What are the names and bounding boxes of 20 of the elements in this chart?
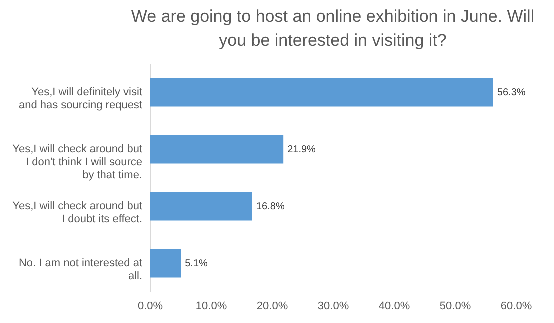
x-tick-label: 40.0% <box>378 300 410 312</box>
y-tick-label: Yes,I will check around but I don't think I will source by that time. <box>12 144 142 182</box>
data-label: 16.8% <box>256 202 285 212</box>
bar <box>150 249 182 278</box>
data-label: 56.3% <box>497 88 526 98</box>
data-label: 5.1% <box>185 258 208 270</box>
x-tick-label: 0.0% <box>138 300 164 312</box>
y-tick-label: Yes,I will check around but I doubt its effect. <box>12 200 142 226</box>
y-tick-label: No. I am not interested at all. <box>18 258 142 282</box>
x-tick-label: 60.0% <box>500 300 532 312</box>
data-label: 21.9% <box>288 144 316 156</box>
chart-title: We are going to host an online exhibition in June. Will you be interested in visiting it? <box>131 7 535 50</box>
x-tick-label: 20.0% <box>256 300 288 312</box>
x-tick-label: 30.0% <box>318 300 350 312</box>
bar <box>150 135 284 164</box>
y-tick-label: Yes,I will definitely visit and has sourcing request <box>18 86 142 112</box>
bar <box>150 78 494 107</box>
bar <box>150 192 252 221</box>
x-tick-label: 10.0% <box>196 300 228 312</box>
x-tick-label: 50.0% <box>440 300 472 312</box>
